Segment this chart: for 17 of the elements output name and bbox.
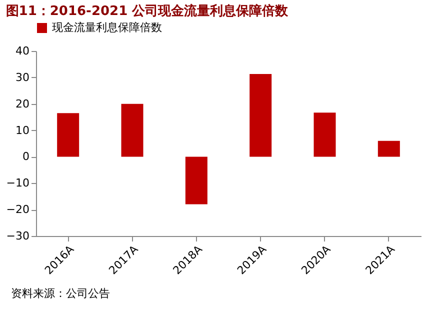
legend-label: 现金流量利息保障倍数 <box>52 21 162 34</box>
y-tick-label: 30 <box>16 70 30 84</box>
bar <box>314 112 336 157</box>
y-tick-label: −10 <box>6 176 30 190</box>
chart-title: 图11：2016-2021 公司现金流量利息保障倍数 <box>6 3 290 19</box>
y-tick-label: 40 <box>16 44 30 58</box>
bar <box>57 113 80 157</box>
y-tick-label: 10 <box>16 124 30 137</box>
bar <box>378 140 400 157</box>
bar <box>185 156 208 204</box>
y-tick-label: −30 <box>6 230 30 242</box>
y-tick-label: −20 <box>6 203 30 216</box>
bar <box>121 104 144 157</box>
y-tick-label: 20 <box>16 97 30 110</box>
text: 资料来源：公司公告 <box>11 287 110 300</box>
y-tick-label: 0 <box>22 150 30 164</box>
bar <box>250 74 272 157</box>
